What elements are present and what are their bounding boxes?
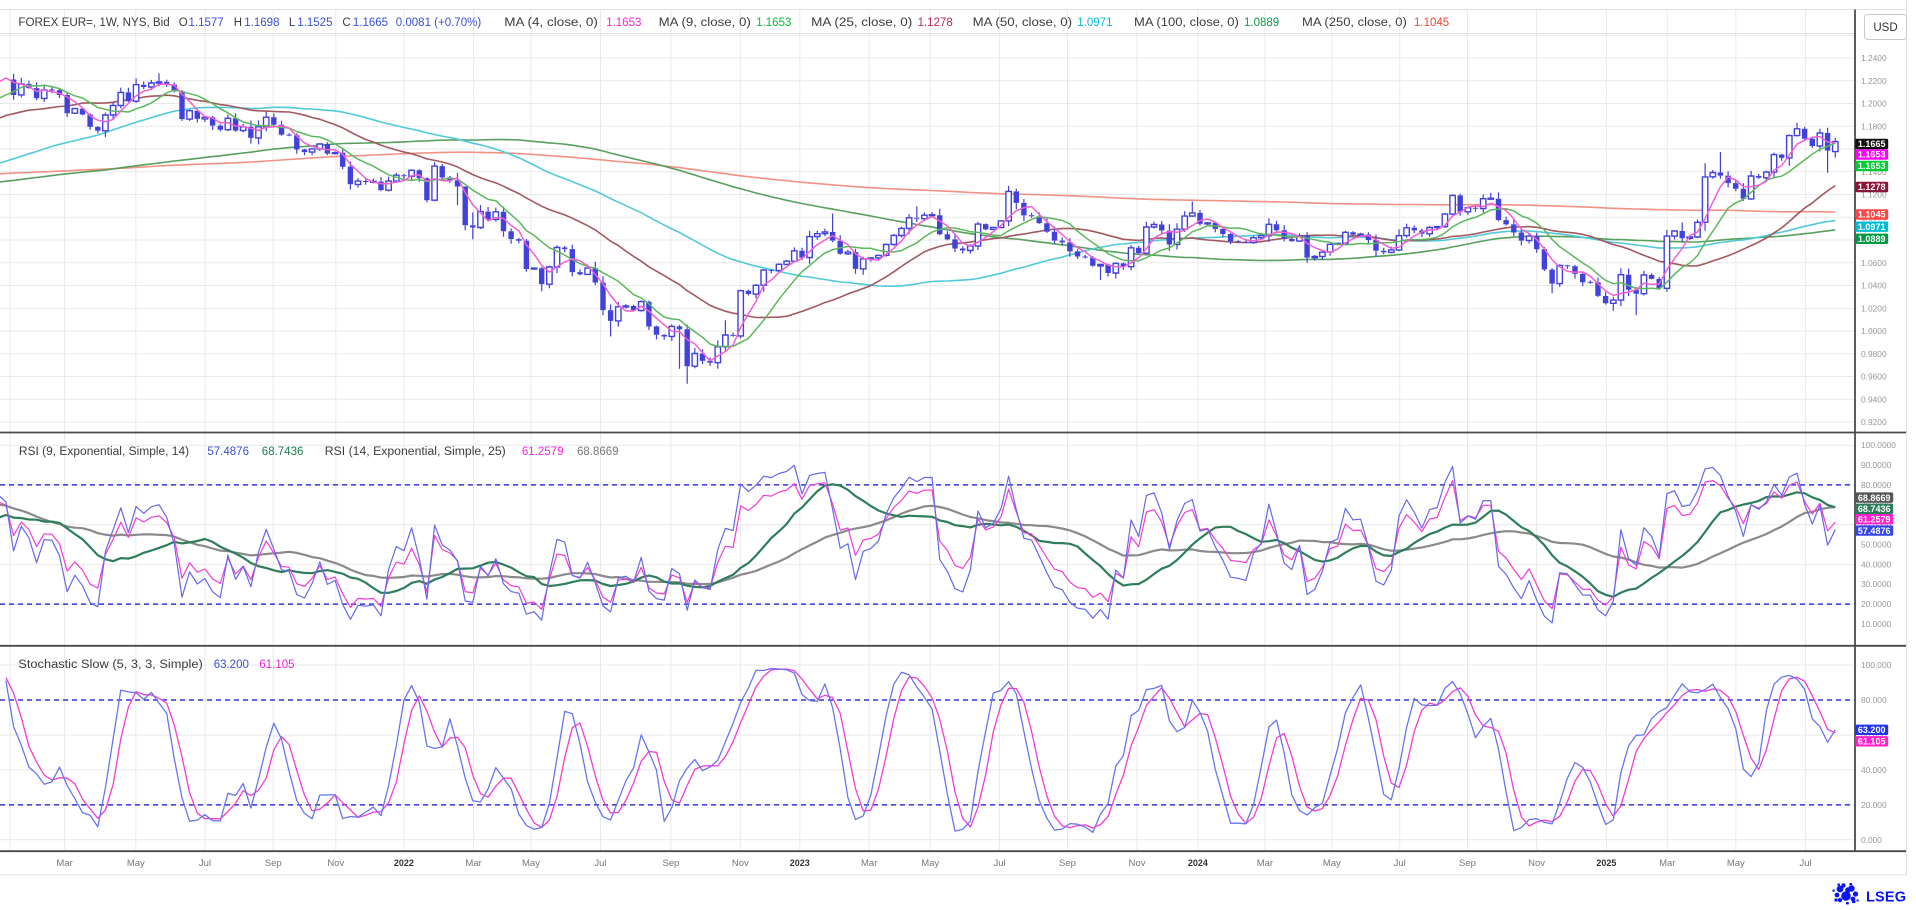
svg-text:1.2200: 1.2200: [1861, 76, 1887, 86]
svg-text:0.9400: 0.9400: [1861, 394, 1887, 404]
svg-text:Jul: Jul: [1800, 858, 1812, 869]
svg-text:80.0000: 80.0000: [1861, 480, 1892, 490]
svg-text:Mar: Mar: [1659, 858, 1675, 869]
svg-text:1.1200: 1.1200: [1861, 190, 1887, 200]
svg-text:Nov: Nov: [327, 858, 344, 869]
svg-text:0.9600: 0.9600: [1861, 372, 1887, 382]
svg-text:61.2579: 61.2579: [1858, 514, 1891, 524]
svg-text:50.0000: 50.0000: [1861, 540, 1892, 550]
svg-text:Sep: Sep: [1459, 858, 1476, 869]
svg-text:1.2000: 1.2000: [1861, 99, 1887, 109]
svg-text:Sep: Sep: [1059, 858, 1076, 869]
svg-text:Nov: Nov: [1129, 858, 1146, 869]
svg-text:60.0000: 60.0000: [1861, 520, 1892, 530]
svg-text:1.0971: 1.0971: [1858, 222, 1886, 232]
svg-text:Mar: Mar: [56, 858, 72, 869]
svg-text:2024: 2024: [1188, 858, 1208, 868]
svg-text:10.0000: 10.0000: [1861, 619, 1892, 629]
svg-text:1.0889: 1.0889: [1858, 234, 1886, 244]
svg-text:68.8669: 68.8669: [1858, 493, 1891, 503]
svg-text:63.200: 63.200: [1858, 725, 1886, 735]
svg-text:Mar: Mar: [861, 858, 877, 869]
svg-text:USD: USD: [1873, 22, 1897, 34]
svg-text:RSI (9, Exponential, Simple, 1: RSI (9, Exponential, Simple, 14) 57.4876 6…: [19, 446, 619, 458]
svg-text:40.000: 40.000: [1861, 765, 1887, 775]
svg-text:1.2400: 1.2400: [1861, 53, 1887, 63]
svg-text:80.000: 80.000: [1861, 695, 1887, 705]
svg-text:1.1665: 1.1665: [1858, 139, 1886, 149]
svg-text:Mar: Mar: [1257, 858, 1273, 869]
svg-text:20.000: 20.000: [1861, 800, 1887, 810]
svg-text:Sep: Sep: [662, 858, 679, 869]
svg-text:57.4876: 57.4876: [1858, 526, 1891, 536]
svg-text:Stochastic Slow (5, 3, 3, Simp: Stochastic Slow (5, 3, 3, Simple) 63.200 6…: [18, 659, 294, 671]
svg-text:Jul: Jul: [994, 858, 1006, 869]
svg-text:1.1045: 1.1045: [1858, 210, 1886, 220]
svg-text:1.0600: 1.0600: [1861, 258, 1887, 268]
svg-text:Jul: Jul: [594, 858, 606, 869]
svg-text:Jul: Jul: [1394, 858, 1406, 869]
svg-text:1.1400: 1.1400: [1861, 167, 1887, 177]
svg-text:100.000: 100.000: [1861, 660, 1892, 670]
svg-text:2025: 2025: [1596, 858, 1616, 868]
svg-text:1.1653: 1.1653: [1858, 161, 1886, 171]
svg-text:May: May: [522, 858, 540, 869]
svg-text:20.0000: 20.0000: [1861, 599, 1892, 609]
svg-text:90.0000: 90.0000: [1861, 460, 1892, 470]
svg-text:0.9200: 0.9200: [1861, 417, 1887, 427]
svg-text:2023: 2023: [790, 858, 810, 868]
svg-text:May: May: [921, 858, 939, 869]
svg-text:LSEG: LSEG: [1866, 890, 1906, 906]
svg-text:1.0400: 1.0400: [1861, 281, 1887, 291]
svg-text:May: May: [1323, 858, 1341, 869]
svg-text:100.0000: 100.0000: [1861, 440, 1896, 450]
svg-text:40.0000: 40.0000: [1861, 559, 1892, 569]
svg-text:May: May: [127, 858, 145, 869]
svg-text:Sep: Sep: [265, 858, 282, 869]
svg-text:0.9800: 0.9800: [1861, 349, 1887, 359]
svg-text:Nov: Nov: [1528, 858, 1545, 869]
svg-text:1.0000: 1.0000: [1861, 326, 1887, 336]
svg-text:1.0200: 1.0200: [1861, 303, 1887, 313]
svg-text:1.1278: 1.1278: [1858, 182, 1886, 192]
svg-text:68.7436: 68.7436: [1858, 504, 1891, 514]
svg-text:1.1653: 1.1653: [1858, 150, 1886, 160]
svg-text:May: May: [1727, 858, 1745, 869]
svg-text:30.0000: 30.0000: [1861, 579, 1892, 589]
svg-text:0.000: 0.000: [1861, 835, 1882, 845]
svg-text:2022: 2022: [394, 858, 414, 868]
svg-text:Jul: Jul: [199, 858, 211, 869]
svg-text:Mar: Mar: [465, 858, 481, 869]
svg-text:61.105: 61.105: [1858, 737, 1886, 747]
svg-text:Nov: Nov: [732, 858, 749, 869]
svg-text:1.1800: 1.1800: [1861, 121, 1887, 131]
